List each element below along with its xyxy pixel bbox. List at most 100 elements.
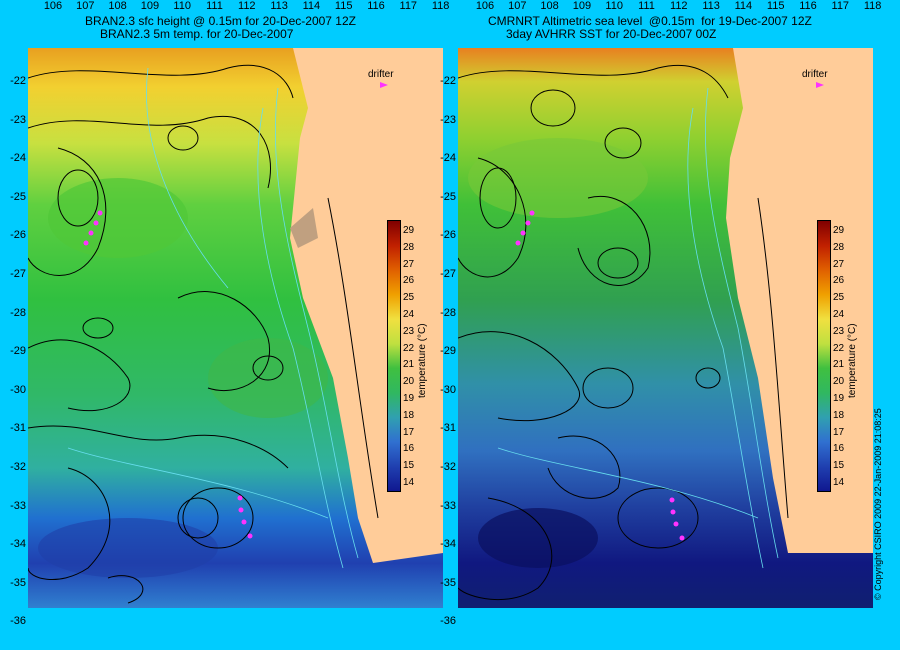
latitude-label: -36 (440, 615, 456, 628)
longitude-label: 112 (670, 0, 688, 12)
latitude-label: -26 (10, 229, 26, 242)
longitude-label: 116 (367, 0, 385, 12)
right-colorbar-title: temperature (°C) (847, 323, 858, 398)
latitude-label: -22 (10, 75, 26, 87)
latitude-label: -27 (10, 268, 26, 280)
longitude-label: 108 (108, 0, 127, 12)
latitude-label: -28 (440, 306, 456, 319)
longitude-label: 107 (76, 0, 95, 12)
longitude-label: 107 (508, 0, 527, 12)
longitude-label: 116 (799, 0, 817, 12)
latitude-label: -34 (440, 538, 456, 551)
latitude-label: -22 (440, 75, 456, 87)
latitude-label: -29 (440, 345, 456, 358)
latitude-label: -34 (10, 538, 26, 551)
latitude-label: -36 (10, 615, 26, 628)
colorbar-tick-label: 16 (403, 443, 415, 455)
right-title-line2: 3day AVHRR SST for 20-Dec-2007 00Z (506, 27, 717, 41)
colorbar-tick-label: 15 (403, 460, 415, 472)
colorbar-tick-label: 25 (403, 292, 415, 304)
latitude-label: -33 (440, 499, 456, 512)
latitude-label: -24 (440, 152, 456, 165)
drifter-tracks (83, 210, 253, 539)
bathymetry-lines-right (497, 87, 779, 569)
left-colorbar-title: temperature (°C) (417, 323, 428, 398)
colorbar-tick-label: 26 (833, 275, 845, 287)
right-title-line1: CMRNRT Altimetric sea level @0.15m for 1… (488, 14, 812, 28)
left-sst-map (28, 48, 443, 608)
colorbar-tick-label: 15 (833, 460, 845, 472)
longitude-label: 106 (475, 0, 495, 12)
latitude-label: -32 (10, 461, 26, 473)
colorbar-tick-label: 27 (403, 258, 415, 270)
left-map-panel (28, 48, 443, 608)
left-title-line2: BRAN2.3 5m temp. for 20-Dec-2007 (100, 27, 294, 41)
latitude-label: -35 (440, 576, 456, 589)
latitude-label: -27 (440, 268, 456, 280)
longitude-label: 117 (399, 0, 418, 12)
latitude-label: -31 (440, 422, 456, 435)
copyright-text: © Copyright CSIRO 2009 22-Jan-2009 21:08… (873, 408, 883, 600)
longitude-label: 111 (638, 0, 655, 12)
latitude-label: -23 (440, 113, 456, 126)
colorbar-tick-label: 29 (833, 225, 845, 236)
longitude-label: 114 (734, 0, 753, 12)
latitude-label: -30 (10, 383, 26, 396)
longitude-label: 118 (863, 0, 882, 12)
colorbar-tick-label: 22 (833, 342, 845, 354)
colorbar-tick-label: 19 (833, 393, 845, 404)
left-colorbar (387, 220, 401, 492)
longitude-label: 109 (140, 0, 160, 12)
longitude-label: 117 (831, 0, 850, 12)
left-drifter-label: drifter (368, 69, 394, 80)
colorbar-tick-label: 17 (833, 426, 845, 438)
colorbar-tick-label: 24 (403, 309, 415, 320)
longitude-label: 114 (302, 0, 321, 12)
colorbar-tick-label: 23 (403, 325, 415, 337)
longitude-label: 112 (238, 0, 256, 12)
colorbar-tick-label: 24 (833, 309, 845, 320)
longitude-label: 118 (431, 0, 450, 12)
colorbar-tick-label: 21 (833, 359, 845, 371)
longitude-label: 109 (572, 0, 592, 12)
longitude-label: 108 (540, 0, 559, 12)
latitude-label: -28 (10, 306, 26, 319)
latitude-label: -23 (10, 113, 26, 126)
colorbar-tick-label: 20 (833, 376, 845, 388)
latitude-label: -25 (440, 190, 456, 203)
colorbar-tick-label: 29 (403, 225, 415, 236)
right-colorbar (817, 220, 831, 492)
colorbar-tick-label: 18 (833, 409, 845, 421)
land-australia-right (726, 48, 873, 553)
longitude-label: 110 (605, 0, 623, 12)
right-sst-map (458, 48, 873, 608)
colorbar-tick-label: 14 (833, 477, 845, 488)
latitude-label: -25 (10, 190, 26, 203)
longitude-label: 113 (270, 0, 288, 12)
latitude-label: -33 (10, 499, 26, 512)
longitude-label: 115 (334, 0, 353, 12)
latitude-label: -35 (10, 576, 26, 589)
longitude-label: 113 (702, 0, 720, 12)
colorbar-tick-label: 25 (833, 292, 845, 304)
colorbar-tick-label: 19 (403, 393, 415, 404)
latitude-label: -32 (440, 461, 456, 473)
colorbar-tick-label: 28 (403, 241, 415, 253)
latitude-label: -29 (10, 345, 26, 358)
bathymetry-lines (67, 67, 359, 569)
colorbar-tick-label: 21 (403, 359, 415, 371)
colorbar-tick-label: 20 (403, 376, 415, 388)
colorbar-tick-label: 22 (403, 342, 415, 354)
sea-level-contours (28, 64, 379, 604)
colorbar-tick-label: 28 (833, 241, 845, 253)
latitude-label: -26 (440, 229, 456, 242)
drifter-tracks-right (515, 210, 685, 541)
latitude-label: -24 (10, 152, 26, 165)
right-map-panel (458, 48, 873, 608)
drifter-legend-arrow (380, 82, 388, 88)
colorbar-tick-label: 18 (403, 409, 415, 421)
longitude-label: 110 (173, 0, 191, 12)
longitude-label: 106 (43, 0, 63, 12)
left-title-line1: BRAN2.3 sfc height @ 0.15m for 20-Dec-20… (85, 14, 356, 28)
latitude-label: -30 (440, 383, 456, 396)
